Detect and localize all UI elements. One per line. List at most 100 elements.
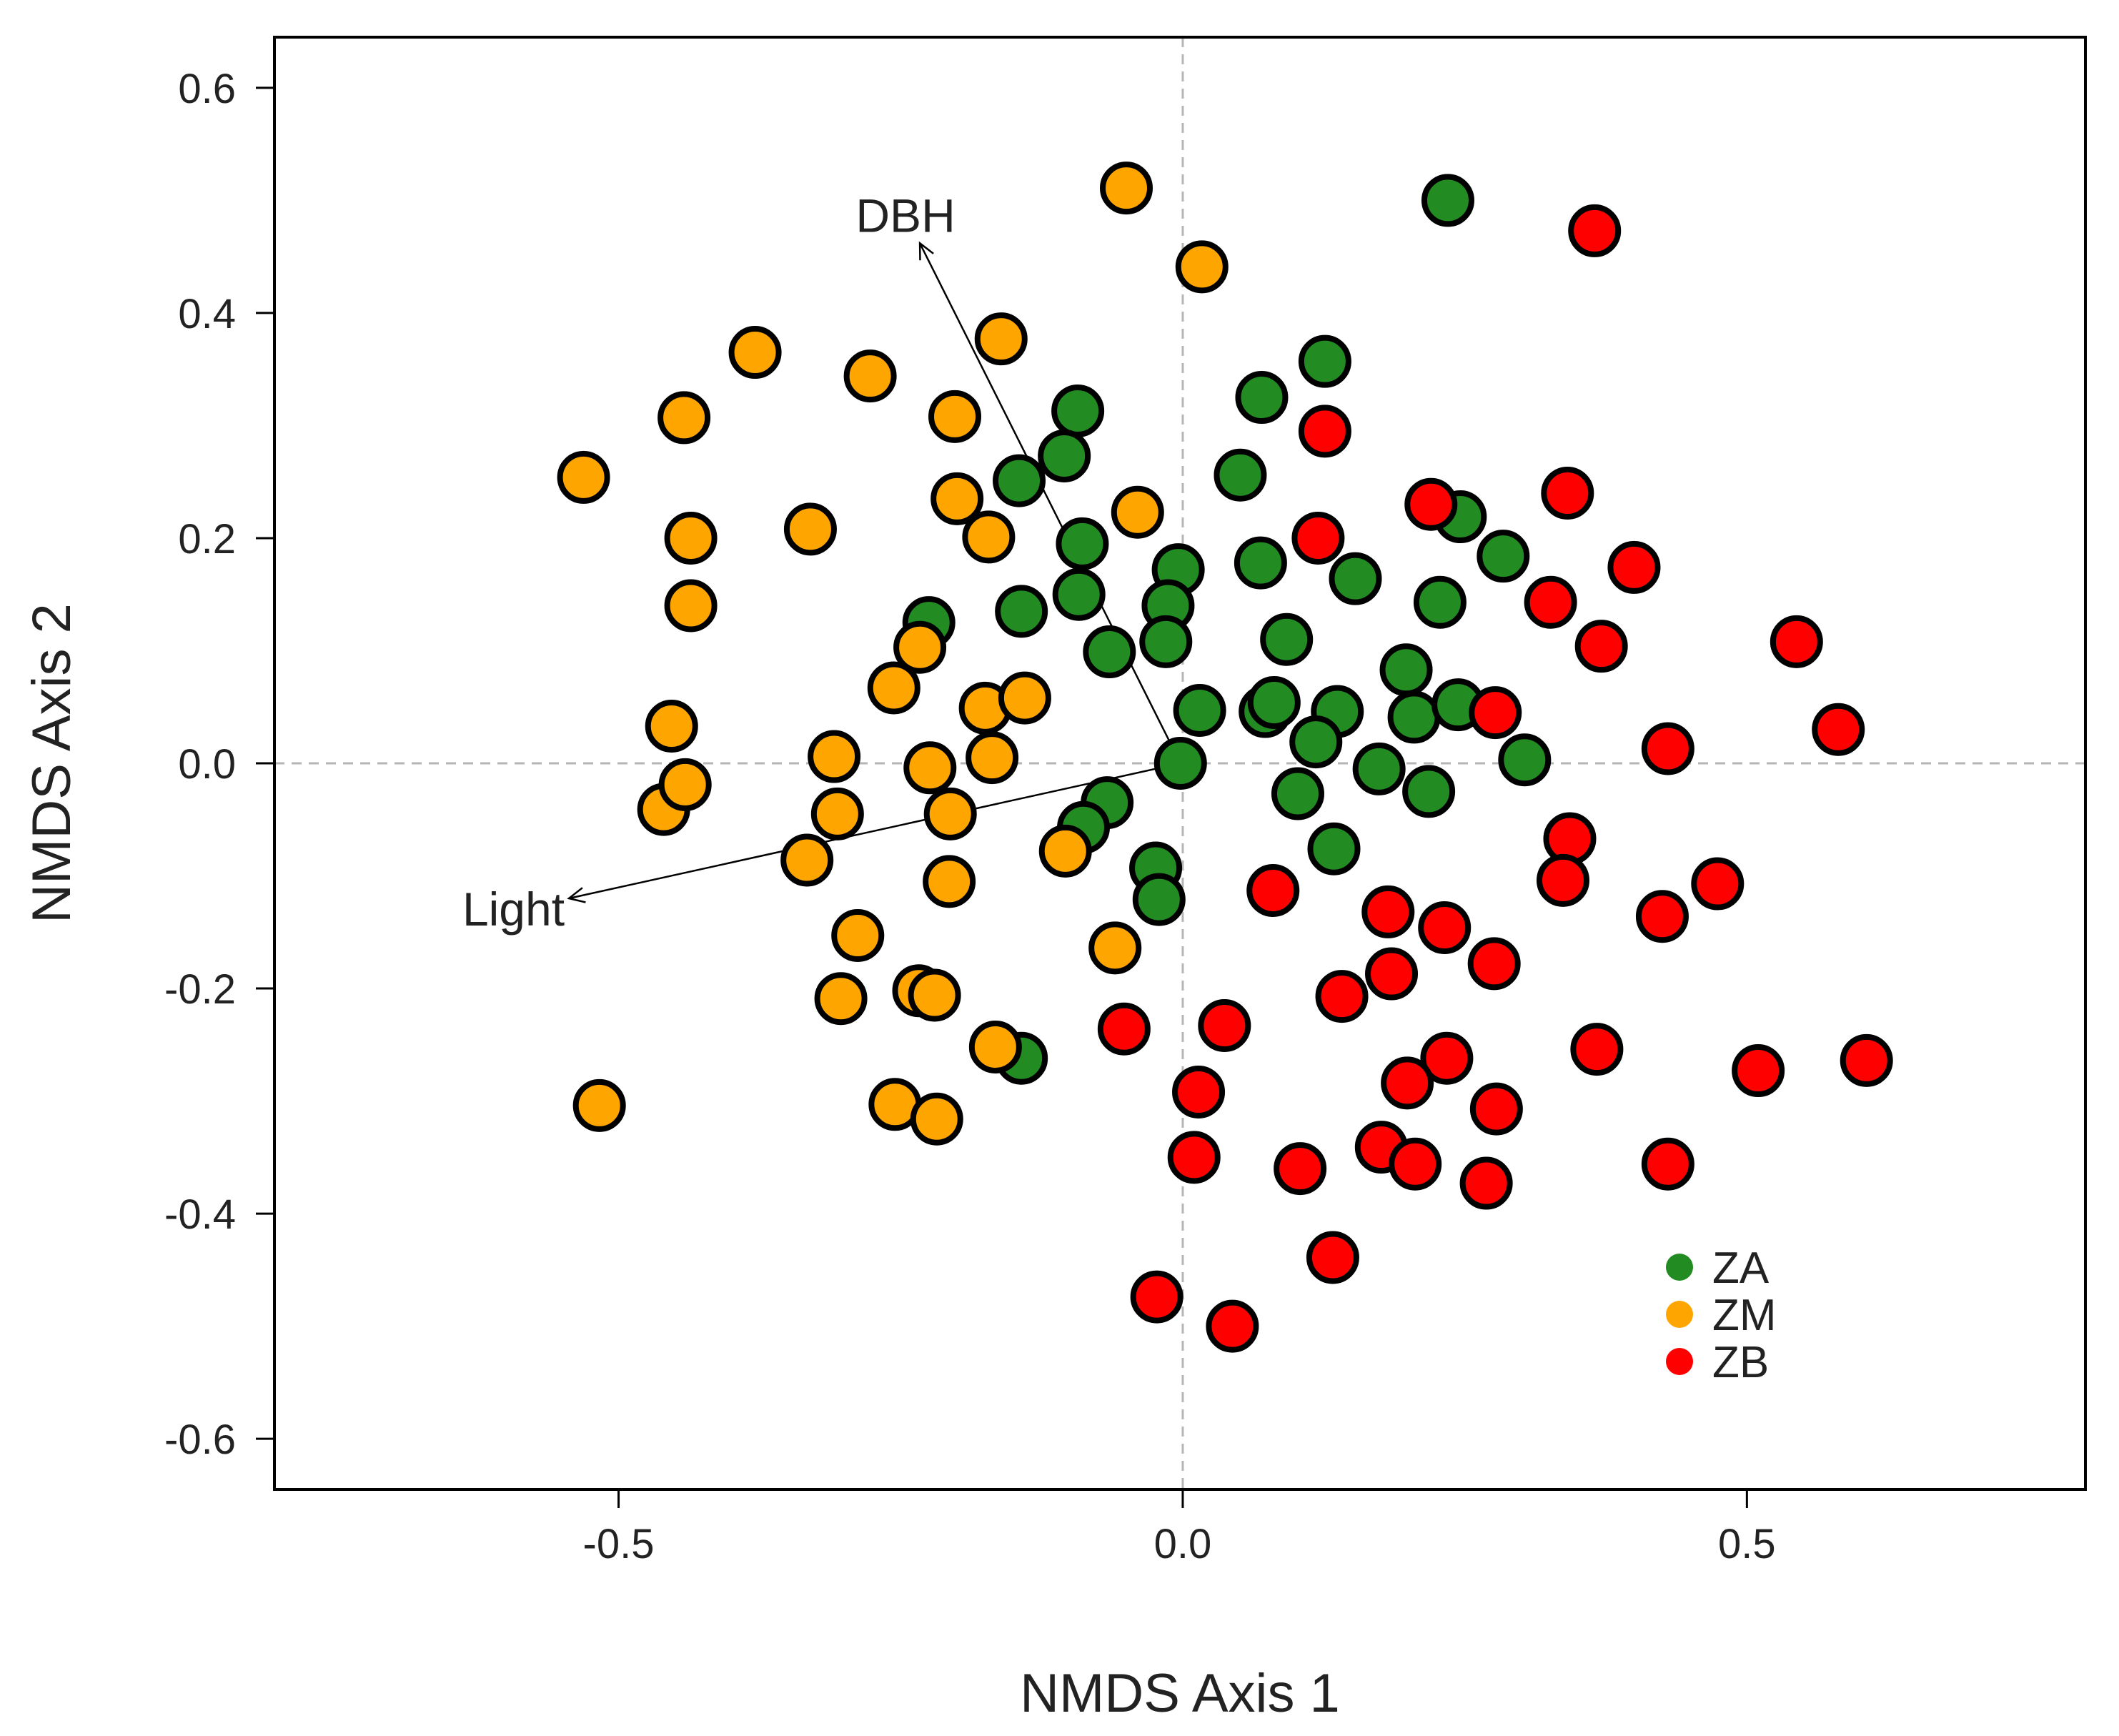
- point-za: [1289, 715, 1343, 769]
- point-zm: [998, 671, 1051, 725]
- point-zb: [1541, 466, 1594, 520]
- point-za: [1477, 530, 1530, 583]
- point-za: [1413, 575, 1467, 629]
- point-za: [1247, 675, 1301, 729]
- point-zm: [931, 472, 984, 525]
- series-zm: [557, 162, 1229, 1146]
- point-za: [1421, 174, 1474, 227]
- point-zm: [928, 390, 982, 443]
- point-zm: [1088, 921, 1142, 975]
- y-tick-label: 0.4: [178, 291, 236, 337]
- point-zm: [1100, 162, 1153, 215]
- point-zb: [1770, 615, 1823, 668]
- arrow-light-shaft: [568, 762, 1181, 900]
- point-zb: [1469, 686, 1522, 740]
- point-zb: [1568, 204, 1622, 257]
- point-zm: [728, 326, 782, 380]
- point-zm: [810, 787, 864, 840]
- point-zm: [664, 579, 718, 633]
- point-zm: [968, 1020, 1022, 1073]
- point-za: [993, 454, 1046, 507]
- point-zb: [1691, 857, 1745, 911]
- point-za: [1298, 334, 1351, 388]
- y-tick-label: 0.6: [178, 66, 236, 112]
- point-za: [1379, 643, 1433, 697]
- point-za: [1329, 552, 1382, 605]
- point-za: [1307, 822, 1361, 876]
- legend-marker-zb: [1666, 1348, 1693, 1375]
- point-zb: [1641, 722, 1694, 775]
- point-zm: [843, 349, 897, 403]
- point-zb: [1607, 540, 1661, 594]
- point-zm: [572, 1078, 626, 1132]
- point-zb: [1570, 1023, 1624, 1076]
- y-tick-label: -0.4: [164, 1191, 236, 1238]
- arrow-label-light: Light: [462, 883, 565, 936]
- point-zb: [1418, 901, 1472, 954]
- point-za: [1402, 765, 1456, 818]
- point-zm: [910, 1092, 963, 1146]
- point-za: [1214, 448, 1267, 502]
- point-za: [1234, 536, 1287, 590]
- legend-label-za: ZA: [1712, 1244, 1770, 1293]
- point-zm: [645, 700, 698, 753]
- point-zb: [1365, 947, 1419, 1001]
- point-zm: [1111, 485, 1164, 539]
- point-zm: [923, 855, 976, 908]
- point-zb: [1130, 1270, 1183, 1324]
- vector-arrows: [567, 241, 1181, 903]
- point-zm: [974, 312, 1028, 366]
- point-zb: [1389, 1137, 1442, 1191]
- y-tick-label: -0.2: [164, 966, 236, 1013]
- point-za: [1139, 615, 1193, 668]
- point-za: [1038, 429, 1091, 482]
- point-zb: [1537, 853, 1590, 907]
- arrow-dbh-shaft: [918, 242, 1181, 764]
- point-zm: [893, 620, 947, 674]
- series-zb: [1097, 204, 1893, 1353]
- y-tick-label: -0.6: [164, 1417, 236, 1463]
- point-zb: [1469, 1082, 1523, 1136]
- point-zb: [1097, 1002, 1151, 1056]
- point-zb: [1167, 1131, 1221, 1184]
- point-za: [1051, 384, 1105, 437]
- x-axis-title: NMDS Axis 1: [1020, 1663, 1340, 1724]
- point-za: [1056, 517, 1109, 570]
- point-zb: [1298, 405, 1351, 458]
- point-za: [1271, 767, 1324, 820]
- point-zb: [1812, 703, 1865, 756]
- point-zm: [966, 731, 1019, 785]
- point-zb: [1404, 477, 1458, 531]
- legend-label-zb: ZB: [1712, 1338, 1769, 1387]
- point-zb: [1315, 970, 1369, 1023]
- point-zb: [1291, 511, 1345, 565]
- y-tick-label: 0.2: [178, 516, 236, 562]
- point-zb: [1574, 620, 1628, 673]
- point-za: [1352, 742, 1406, 795]
- legend-marker-zm: [1666, 1301, 1693, 1328]
- point-zm: [780, 833, 834, 887]
- point-zb: [1306, 1231, 1359, 1284]
- point-zb: [1361, 885, 1415, 938]
- point-zm: [867, 661, 920, 715]
- point-za: [1052, 567, 1106, 621]
- point-zb: [1381, 1056, 1434, 1110]
- point-za: [1387, 690, 1441, 744]
- point-zm: [1175, 240, 1229, 294]
- point-zb: [1206, 1299, 1259, 1353]
- arrow-light-head: [567, 887, 586, 903]
- series-za: [902, 174, 1552, 1085]
- point-zm: [831, 909, 885, 963]
- arrow-dbh-head: [918, 241, 934, 261]
- point-zm: [783, 502, 837, 556]
- point-zb: [1459, 1156, 1513, 1210]
- point-za: [1153, 737, 1207, 790]
- point-zb: [1641, 1137, 1694, 1191]
- y-tick-label: 0.0: [178, 741, 236, 788]
- point-zm: [962, 510, 1016, 564]
- point-zm: [557, 450, 610, 504]
- point-za: [1235, 371, 1289, 425]
- point-zm: [657, 391, 711, 445]
